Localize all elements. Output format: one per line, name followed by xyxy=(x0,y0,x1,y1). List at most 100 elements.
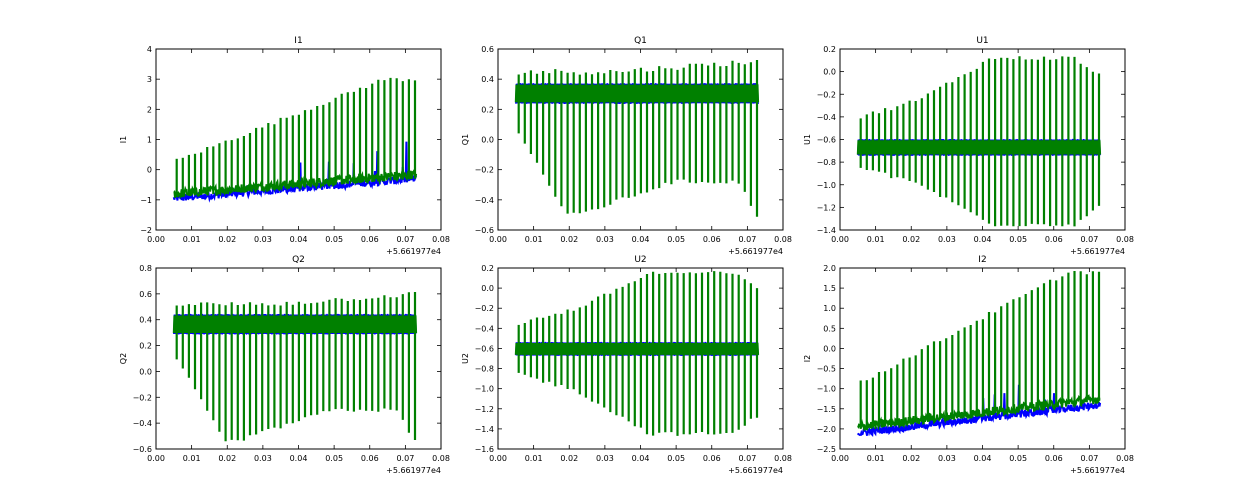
y-tick-label: 1.0 xyxy=(823,304,836,313)
x-tick-label: 0.01 xyxy=(525,454,543,463)
x-tick-label: 0.04 xyxy=(290,235,308,244)
y-axis-label: I1 xyxy=(119,136,128,143)
subplot-title: I1 xyxy=(294,36,302,46)
y-tick-label: 0.2 xyxy=(481,264,494,273)
subplot-u1: 0.00 0.01 0.02 0.03 0.04 0.05 0.06 0.07 0.08 −1.4… xyxy=(803,36,1134,256)
x-tick-label: 0.07 xyxy=(1080,454,1098,463)
plot-area xyxy=(514,271,760,436)
y-tick-label: −1.0 xyxy=(475,385,494,394)
x-offset-label: +5.661977e4 xyxy=(728,466,783,475)
x-tick-label: 0.07 xyxy=(396,454,414,463)
y-tick-label: 0.2 xyxy=(139,342,152,351)
x-tick-label: 0.00 xyxy=(147,235,165,244)
x-tick-label: 0.01 xyxy=(183,235,201,244)
x-tick-label: 0.02 xyxy=(902,454,920,463)
x-tick-label: 0.08 xyxy=(432,235,450,244)
y-tick-label: 0.6 xyxy=(139,290,152,299)
y-tick-label: 2.0 xyxy=(823,264,836,273)
y-tick-label: −0.4 xyxy=(475,324,494,333)
x-tick-label: 0.06 xyxy=(703,454,721,463)
x-tick-label: 0.01 xyxy=(867,454,885,463)
y-tick-label: −2 xyxy=(140,226,152,235)
x-offset-label: +5.661977e4 xyxy=(386,247,441,256)
y-axis-label: Q1 xyxy=(461,134,470,145)
subplot-title: Q1 xyxy=(634,36,647,46)
y-tick-label: −0.8 xyxy=(817,158,836,167)
y-tick-label: −1.4 xyxy=(817,226,836,235)
y-tick-label: −1.6 xyxy=(475,445,494,454)
series-green-line xyxy=(856,140,1102,155)
series-green-line xyxy=(172,315,418,334)
y-tick-label: −0.2 xyxy=(817,90,836,99)
series-blue-line xyxy=(172,141,418,203)
x-offset-label: +5.661977e4 xyxy=(1070,247,1125,256)
y-tick-label: 0.4 xyxy=(139,316,152,325)
x-tick-label: 0.06 xyxy=(361,454,379,463)
x-offset-label: +5.661977e4 xyxy=(1070,466,1125,475)
x-tick-label: 0.06 xyxy=(703,235,721,244)
y-tick-label: −0.6 xyxy=(817,136,836,145)
y-tick-label: 0.2 xyxy=(481,105,494,114)
y-tick-label: 0.0 xyxy=(481,284,494,293)
x-tick-label: 0.04 xyxy=(290,454,308,463)
x-tick-label: 0.08 xyxy=(1116,454,1134,463)
x-offset-label: +5.661977e4 xyxy=(386,466,441,475)
y-tick-label: 0.0 xyxy=(139,367,152,376)
x-tick-label: 0.06 xyxy=(361,235,379,244)
subplot-u2: 0.00 0.01 0.02 0.03 0.04 0.05 0.06 0.07 0.08 −1.6… xyxy=(461,255,792,475)
y-tick-label: 3 xyxy=(147,75,152,84)
x-tick-label: 0.08 xyxy=(1116,235,1134,244)
y-tick-label: −1.0 xyxy=(817,385,836,394)
y-tick-label: −0.6 xyxy=(133,445,152,454)
subplot-q1: 0.00 0.01 0.02 0.03 0.04 0.05 0.06 0.07 0.08 −0.6… xyxy=(461,36,792,256)
y-tick-label: 0.8 xyxy=(139,264,152,273)
x-tick-label: 0.04 xyxy=(632,454,650,463)
x-tick-label: 0.02 xyxy=(218,454,236,463)
plot-area xyxy=(856,56,1102,227)
y-tick-label: −2.5 xyxy=(817,445,836,454)
x-tick-label: 0.03 xyxy=(596,235,614,244)
x-tick-label: 0.08 xyxy=(432,454,450,463)
y-tick-label: −1.4 xyxy=(475,425,494,434)
x-tick-label: 0.04 xyxy=(974,454,992,463)
x-tick-label: 0.07 xyxy=(396,235,414,244)
series-blue-line xyxy=(856,384,1102,437)
subplot-title: U2 xyxy=(634,255,646,265)
y-tick-label: −2.0 xyxy=(817,425,836,434)
y-tick-label: −0.4 xyxy=(475,196,494,205)
y-tick-label: 0 xyxy=(147,166,152,175)
x-tick-label: 0.07 xyxy=(738,454,756,463)
x-tick-label: 0.08 xyxy=(774,454,792,463)
x-tick-label: 0.05 xyxy=(667,235,685,244)
x-tick-label: 0.00 xyxy=(147,454,165,463)
y-tick-label: 2 xyxy=(147,105,152,114)
y-tick-label: 0.0 xyxy=(823,68,836,77)
plot-area xyxy=(172,77,418,203)
series-green-line xyxy=(514,84,760,103)
x-tick-label: 0.05 xyxy=(1009,454,1027,463)
x-tick-label: 0.04 xyxy=(632,235,650,244)
subplot-q2: 0.00 0.01 0.02 0.03 0.04 0.05 0.06 0.07 0.08 −0.6… xyxy=(119,255,450,475)
y-tick-label: −1.2 xyxy=(817,203,836,212)
x-tick-label: 0.00 xyxy=(831,235,849,244)
subplot-title: Q2 xyxy=(292,255,305,265)
x-tick-label: 0.03 xyxy=(254,235,272,244)
x-tick-label: 0.03 xyxy=(938,454,956,463)
x-tick-label: 0.07 xyxy=(1080,235,1098,244)
x-tick-label: 0.05 xyxy=(667,454,685,463)
y-tick-label: −0.6 xyxy=(475,344,494,353)
plot-area xyxy=(172,292,418,442)
x-tick-label: 0.06 xyxy=(1045,454,1063,463)
x-tick-label: 0.00 xyxy=(489,454,507,463)
x-tick-label: 0.02 xyxy=(560,454,578,463)
y-tick-label: −1.2 xyxy=(475,405,494,414)
plot-area xyxy=(514,60,760,217)
x-offset-label: +5.661977e4 xyxy=(728,247,783,256)
y-tick-label: −0.2 xyxy=(475,166,494,175)
x-tick-label: 0.05 xyxy=(325,454,343,463)
x-tick-label: 0.03 xyxy=(938,235,956,244)
x-tick-label: 0.01 xyxy=(525,235,543,244)
x-tick-label: 0.00 xyxy=(489,235,507,244)
plot-area xyxy=(856,271,1102,437)
